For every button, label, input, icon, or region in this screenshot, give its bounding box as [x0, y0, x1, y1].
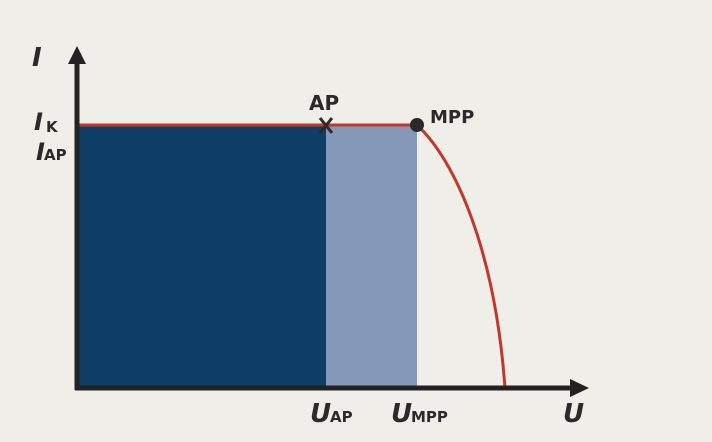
umpp-sub: MPP	[411, 408, 448, 426]
y-axis-label: I	[32, 43, 42, 73]
axes	[68, 46, 589, 397]
ap-label: AP	[309, 91, 339, 115]
iap-label: I	[36, 138, 45, 166]
ik-sub: K	[46, 118, 59, 136]
uap-sub: AP	[330, 408, 353, 426]
mpp-extra-power-area	[326, 125, 417, 388]
x-axis-label: U	[563, 399, 584, 429]
iu-curve	[78, 123, 507, 389]
umpp-label: U	[391, 399, 412, 429]
iap-sub: AP	[44, 146, 67, 164]
y-axis-arrow	[68, 46, 86, 64]
operating-power-area	[78, 125, 326, 388]
ik-label: I	[34, 108, 43, 136]
x-axis-arrow	[570, 379, 589, 397]
uap-label: U	[310, 399, 331, 429]
mpp-point	[410, 118, 424, 132]
ap-marker	[318, 117, 334, 134]
mpp-label: MPP	[430, 107, 474, 128]
